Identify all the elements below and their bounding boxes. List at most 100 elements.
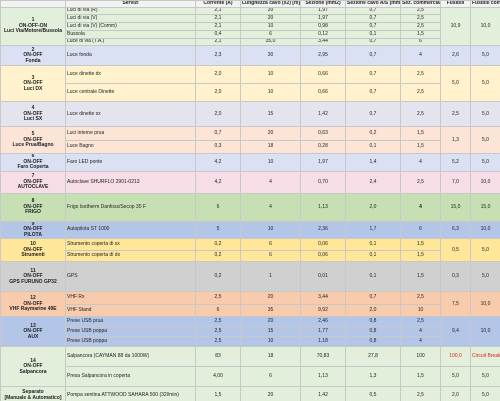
- value-cell: 0,7: [345, 6, 401, 16]
- value-cell: 0,12: [300, 29, 346, 39]
- value-cell: 6: [240, 250, 301, 263]
- group-label-line: ON-OFF: [23, 52, 43, 59]
- value-cell: 5: [195, 220, 241, 240]
- fuse: 2,5: [440, 101, 471, 128]
- fuse-commercial: 5,0: [470, 238, 500, 263]
- value-cell: 1,3: [345, 366, 401, 388]
- service-name: Autopilota ST 1000: [65, 220, 196, 240]
- value-cell: 4: [240, 170, 301, 194]
- group-label-line: ON-OFF: [23, 363, 43, 370]
- service-name: Luce Bagno: [65, 140, 196, 155]
- value-cell: 2,0: [195, 101, 241, 128]
- value-cell: 4: [240, 192, 301, 222]
- group-label-line: ON-OFF: [23, 246, 43, 253]
- service-name: Luce dinette dx: [65, 65, 196, 85]
- group-label-line: ON-OFF: [23, 226, 43, 233]
- value-cell: 0,7: [345, 22, 401, 31]
- value-cell: 2,0: [345, 304, 401, 318]
- value-cell: 1,5: [195, 386, 241, 401]
- value-cell: 3,44: [300, 37, 346, 47]
- value-cell: 1: [240, 261, 301, 293]
- group-label-line: Strumenti: [21, 252, 45, 259]
- value-cell: 2,5: [400, 386, 441, 401]
- fuse-commercial: Circuit Breaker: [470, 346, 500, 368]
- group-label-line: GPS FURUNO GP32: [9, 278, 57, 285]
- value-cell: 20: [240, 316, 301, 328]
- value-cell: 0,66: [300, 83, 346, 103]
- group-label-line: AUTOCLAVE: [17, 184, 49, 191]
- value-cell: 4: [400, 336, 441, 348]
- value-cell: 18: [240, 346, 301, 368]
- fuse: 9,4: [440, 316, 471, 348]
- group-label-line: ON-OFF: [23, 110, 43, 117]
- value-cell: 4: [400, 153, 441, 172]
- header-cell: Sezione (mm2): [300, 0, 346, 8]
- group-label-line: Luci SX: [23, 116, 43, 123]
- value-cell: 2,0: [345, 192, 401, 222]
- value-cell: 35: [240, 304, 301, 318]
- service-name: Luci interne prua: [65, 126, 196, 141]
- fuse-commercial: 10,0: [470, 170, 500, 194]
- value-cell: 20: [240, 14, 301, 24]
- value-cell: 15: [240, 101, 301, 128]
- fuse-commercial: 10,0: [470, 6, 500, 47]
- service-name: GPS: [65, 261, 196, 293]
- group-label: 10 ON-OFF Strumenti: [0, 238, 66, 263]
- value-cell: 18: [240, 140, 301, 155]
- value-cell: 1,13: [300, 192, 346, 222]
- value-cell: 30: [240, 45, 301, 67]
- value-cell: 10: [240, 336, 301, 348]
- service-name: VHF Stand: [65, 304, 196, 318]
- group-label-line: 4: [31, 105, 35, 112]
- value-cell: 0,1: [345, 238, 401, 251]
- group-label-line: 12: [30, 295, 36, 302]
- value-cell: 4: [400, 192, 441, 222]
- fuse: 2,6: [440, 45, 471, 67]
- fuse: 5,2: [440, 153, 471, 172]
- header-cell: Sez. commerciali (mm2): [400, 0, 441, 8]
- value-cell: 1,97: [300, 6, 346, 16]
- value-cell: 2,5: [400, 6, 441, 16]
- value-cell: 0,3: [195, 140, 241, 155]
- group-label: 11 ON-OFF GPS FURUNO GP32: [0, 261, 66, 293]
- fuse-commercial: 5,0: [470, 45, 500, 67]
- service-name: Prese USB poppa: [65, 326, 196, 338]
- group-label-line: VHF Raymarine 49E: [9, 306, 57, 313]
- group-label-line: Luce Prua/Bagno: [12, 142, 54, 149]
- value-cell: 1,42: [300, 101, 346, 128]
- service-name: Luce fonda: [65, 45, 196, 67]
- value-cell: 0,2: [195, 261, 241, 293]
- fuse: 1,3: [440, 126, 471, 155]
- fuse-commercial: 10,0: [470, 316, 500, 348]
- value-cell: 10: [240, 220, 301, 240]
- value-cell: 2,46: [300, 316, 346, 328]
- group-label: 7 ON-OFF AUTOCLAVE: [0, 170, 66, 194]
- service-name: Luci di via (V): [65, 14, 196, 24]
- service-name: Strumento coperta di sx: [65, 238, 196, 251]
- value-cell: 9,92: [300, 304, 346, 318]
- group-label-line: ON-OFF: [23, 328, 43, 335]
- group-label-line: Luci DX: [23, 85, 43, 92]
- fuse-commercial: 5,0: [470, 366, 500, 388]
- value-cell: 0,5: [345, 386, 401, 401]
- fuse-commercial: 10,0: [470, 220, 500, 240]
- value-cell: 6: [240, 366, 301, 388]
- fuse-commercial: 15,0: [470, 192, 500, 222]
- value-cell: 2,5: [195, 316, 241, 328]
- fuse-commercial: 5,0: [470, 153, 500, 172]
- value-cell: 0,70: [300, 170, 346, 194]
- header-cell: Sezione cavo A/S (mm2): [345, 0, 401, 8]
- value-cell: 100: [400, 346, 441, 368]
- group-label-line: ON-OFF: [23, 273, 43, 280]
- value-cell: 2,5: [400, 22, 441, 31]
- value-cell: 1,5: [400, 126, 441, 141]
- value-cell: 6: [195, 192, 241, 222]
- value-cell: 2,36: [300, 220, 346, 240]
- value-cell: 1,13: [300, 366, 346, 388]
- group-label: 1 ON-OFF-ON Luci Via/Motore/Bussola: [0, 6, 66, 47]
- fuse: 7,0: [440, 170, 471, 194]
- value-cell: 4: [400, 45, 441, 67]
- value-cell: 1,42: [300, 386, 346, 401]
- value-cell: 0,28: [300, 140, 346, 155]
